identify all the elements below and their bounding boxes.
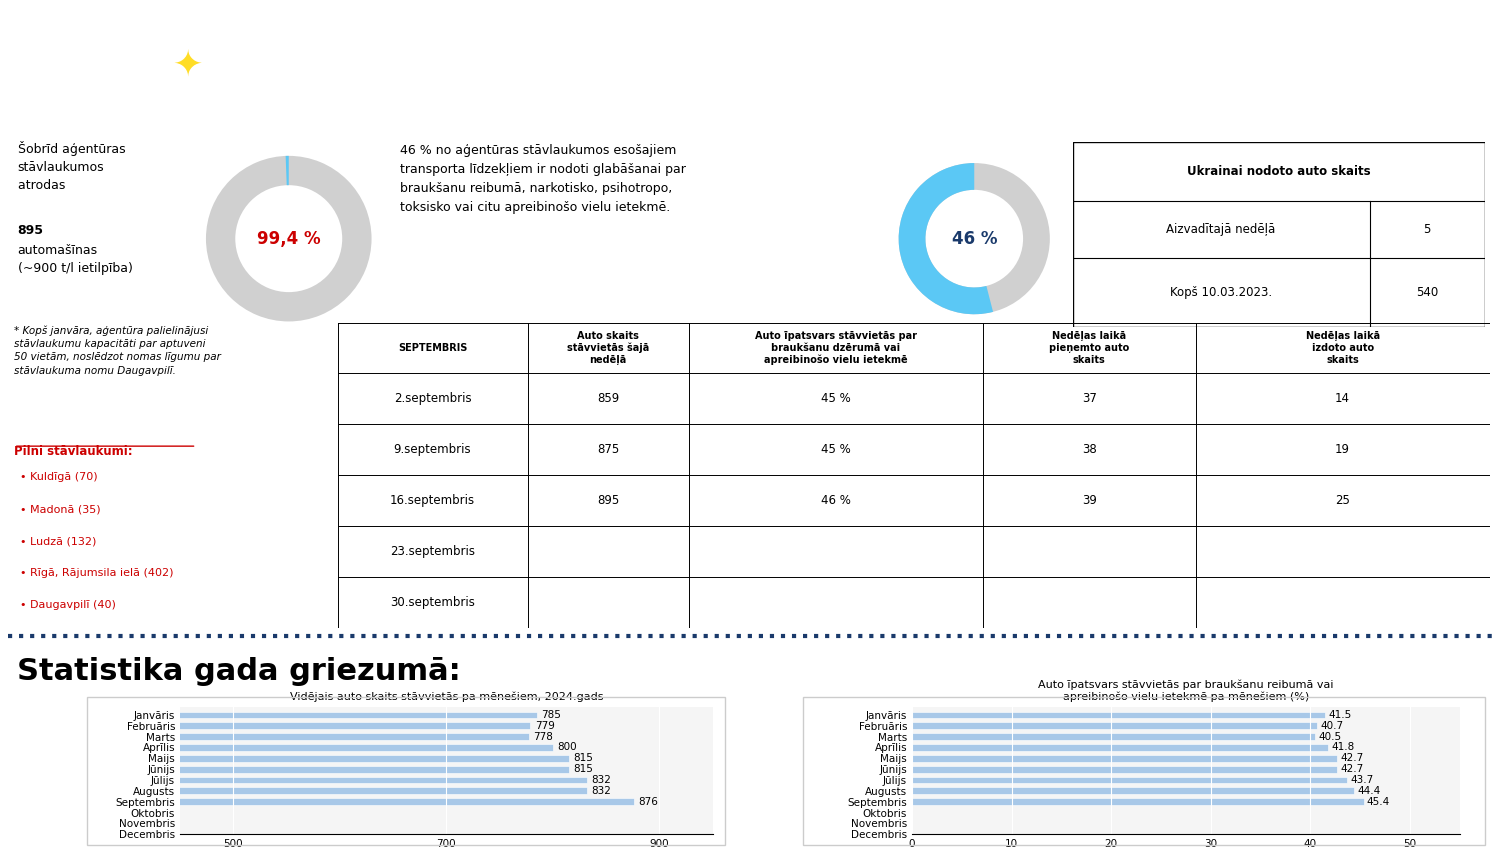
Bar — [0, 765, 568, 772]
Bar — [0, 788, 586, 794]
FancyBboxPatch shape — [1072, 142, 1485, 327]
Text: 540: 540 — [1416, 286, 1438, 299]
Text: 46 % no aģentūras stāvlaukumos esošajiem
transporta līdzekļiem ir nodoti glabāša: 46 % no aģentūras stāvlaukumos esošajiem… — [399, 144, 686, 214]
Text: 895: 895 — [18, 224, 44, 236]
Text: 46 %: 46 % — [951, 230, 998, 248]
Text: * Kopš janvāra, aģentūra palielinājusi
stāvlaukumu kapacitāti par aptuveni
50 vi: * Kopš janvāra, aģentūra palielinājusi s… — [13, 326, 220, 376]
Text: 895: 895 — [597, 494, 619, 507]
Text: Auto īpatsvars stāvvietās par
braukšanu dzērumā vai
apreibinošo vielu ietekmē: Auto īpatsvars stāvvietās par braukšanu … — [754, 331, 916, 365]
Bar — [0, 734, 530, 740]
Bar — [0, 777, 586, 783]
Bar — [912, 711, 1324, 718]
Bar — [0, 722, 531, 729]
Text: Aizvadītajā nedēļā: Aizvadītajā nedēļā — [1167, 224, 1275, 236]
Wedge shape — [898, 163, 993, 314]
Text: 14: 14 — [1335, 392, 1350, 405]
Bar — [912, 722, 1317, 729]
Text: 876: 876 — [638, 796, 658, 807]
Circle shape — [0, 31, 578, 100]
Text: 45 %: 45 % — [821, 443, 850, 456]
Text: 40.5: 40.5 — [1318, 732, 1341, 741]
Circle shape — [0, 18, 728, 113]
Text: 875: 875 — [597, 443, 619, 456]
Text: 42.7: 42.7 — [1340, 765, 1364, 774]
Text: 859: 859 — [597, 392, 619, 405]
Text: 41.5: 41.5 — [1328, 710, 1352, 720]
Bar — [0, 755, 568, 762]
Bar — [912, 798, 1364, 805]
Text: 30.septembris: 30.septembris — [390, 596, 476, 609]
Bar — [912, 755, 1336, 762]
Text: • Rīgā, Rājumsila ielā (402): • Rīgā, Rājumsila ielā (402) — [20, 568, 174, 578]
Text: Šobrīd aģentūras
stāvlaukumos
atrodas: Šobrīd aģentūras stāvlaukumos atrodas — [18, 140, 125, 192]
Text: 41.8: 41.8 — [1330, 742, 1354, 752]
Text: 23.septembris: 23.septembris — [390, 545, 476, 558]
Text: 832: 832 — [591, 786, 610, 796]
Text: 38: 38 — [1082, 443, 1096, 456]
Text: 19: 19 — [1335, 443, 1350, 456]
Text: Auto skaits
stāvvietās šajā
nedēļā: Auto skaits stāvvietās šajā nedēļā — [567, 331, 650, 365]
Bar — [912, 765, 1336, 772]
Text: 5: 5 — [1424, 224, 1431, 236]
Text: 44.4: 44.4 — [1358, 786, 1380, 796]
Text: 99,4 %: 99,4 % — [256, 230, 321, 248]
Text: • Ludzā (132): • Ludzā (132) — [20, 537, 96, 546]
Text: 778: 778 — [534, 732, 554, 741]
Text: SEPTEMBRIS: SEPTEMBRIS — [398, 343, 466, 353]
Title: Auto īpatsvars stāvvietās par braukšanu reibumā vai
apreibinošo vielu ietekmē pa: Auto īpatsvars stāvvietās par braukšanu … — [1038, 679, 1334, 702]
Text: 40.7: 40.7 — [1320, 721, 1344, 731]
Text: Kopš 10.03.2023.: Kopš 10.03.2023. — [1170, 286, 1272, 299]
Text: 37: 37 — [1082, 392, 1096, 405]
Text: 39: 39 — [1082, 494, 1096, 507]
Text: 832: 832 — [591, 775, 610, 785]
Text: Pilni stāvlaukumi:: Pilni stāvlaukumi: — [13, 445, 132, 458]
Bar — [912, 777, 1347, 783]
Text: 800: 800 — [556, 742, 576, 752]
Wedge shape — [285, 156, 288, 185]
Bar — [912, 734, 1316, 740]
Text: • Kuldīgā (70): • Kuldīgā (70) — [20, 472, 98, 482]
Text: • Madonā (35): • Madonā (35) — [20, 504, 101, 514]
Text: 815: 815 — [573, 765, 592, 774]
Text: 45.4: 45.4 — [1366, 796, 1390, 807]
Text: 25: 25 — [1335, 494, 1350, 507]
Text: • Daugavpilī (40): • Daugavpilī (40) — [20, 600, 116, 611]
Title: Vidējais auto skaits stāvvietās pa mēnešiem, 2024.gads: Vidējais auto skaits stāvvietās pa mēneš… — [290, 691, 603, 702]
Text: automašīnas
(~900 t/l ietilpība): automašīnas (~900 t/l ietilpība) — [18, 244, 132, 275]
Bar — [912, 788, 1354, 794]
Text: 42.7: 42.7 — [1340, 753, 1364, 764]
Bar — [0, 711, 537, 718]
Bar — [912, 744, 1328, 751]
Text: 46 %: 46 % — [821, 494, 850, 507]
Wedge shape — [206, 156, 372, 322]
Text: 785: 785 — [542, 710, 561, 720]
Text: 9.septembris: 9.septembris — [393, 443, 471, 456]
Text: 43.7: 43.7 — [1350, 775, 1374, 785]
Text: 16.septembris: 16.septembris — [390, 494, 476, 507]
Text: Ukrainai nodoto auto skaits: Ukrainai nodoto auto skaits — [1186, 165, 1371, 178]
Text: Statistika gada griezumā:: Statistika gada griezumā: — [16, 657, 460, 686]
Text: 779: 779 — [534, 721, 555, 731]
Bar — [0, 744, 552, 751]
Text: 815: 815 — [573, 753, 592, 764]
Text: noslodze (16.septembrī, 2024): noslodze (16.septembrī, 2024) — [543, 83, 1047, 111]
Bar — [0, 798, 633, 805]
Text: Nedēļas laikā
pieņemto auto
skaits: Nedēļas laikā pieņemto auto skaits — [1048, 331, 1130, 365]
Text: 2.septembris: 2.septembris — [393, 392, 471, 405]
Text: Nedēļas laikā
izdoto auto
skaits: Nedēļas laikā izdoto auto skaits — [1305, 331, 1380, 365]
Wedge shape — [898, 163, 1050, 314]
Text: 45 %: 45 % — [821, 392, 850, 405]
Text: Nodrošinājuma valsts aģentūras stāvlaukumu: Nodrošinājuma valsts aģentūras stāvlauku… — [417, 24, 1173, 54]
Text: ✦: ✦ — [172, 48, 202, 83]
